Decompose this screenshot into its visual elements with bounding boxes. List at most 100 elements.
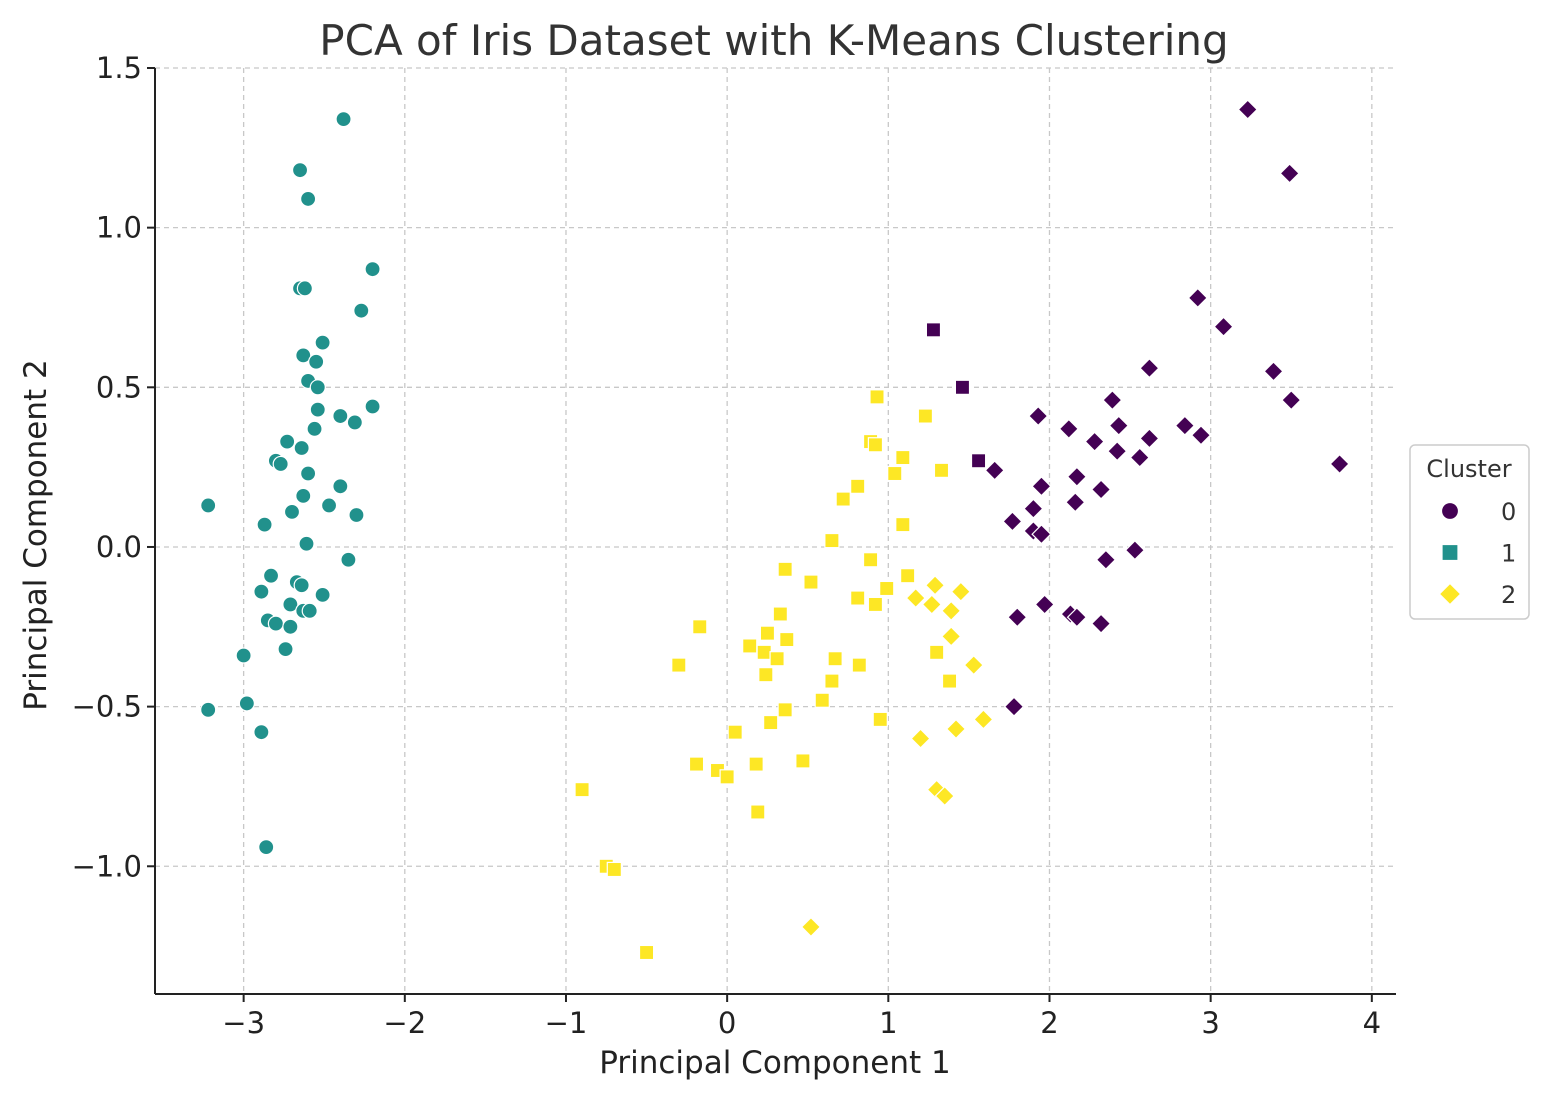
- data-point-cluster-2: [574, 781, 590, 798]
- data-point-cluster-1: [335, 110, 352, 128]
- data-point-cluster-2: [963, 654, 984, 676]
- legend-marker-0: [1440, 501, 1460, 521]
- data-point-cluster-1: [346, 414, 363, 431]
- data-point-cluster-0: [1095, 549, 1117, 570]
- data-point-cluster-2: [895, 449, 911, 466]
- data-point-cluster-0: [1058, 418, 1079, 439]
- data-point-cluster-2: [671, 657, 687, 673]
- data-point-cluster-1: [332, 478, 349, 495]
- data-point-cluster-2: [777, 702, 793, 718]
- y-tick-label: 0.5: [96, 370, 142, 404]
- data-point-cluster-0: [1065, 492, 1086, 513]
- data-point-cluster-0: [1279, 163, 1300, 184]
- data-point-cluster-0: [1237, 99, 1258, 120]
- y-axis-label: Principal Component 2: [18, 359, 54, 711]
- data-point-cluster-1: [320, 497, 338, 514]
- data-point-cluster-1: [282, 618, 299, 635]
- data-point-cluster-2: [950, 581, 971, 602]
- x-tick-label: −1: [545, 1006, 588, 1040]
- data-point-cluster-1: [256, 516, 273, 533]
- data-point-cluster-2: [750, 804, 766, 820]
- data-point-cluster-0: [1139, 358, 1160, 379]
- data-point-cluster-2: [941, 673, 958, 689]
- data-point-cluster-1: [282, 596, 299, 613]
- data-point-cluster-0: [925, 322, 942, 338]
- legend-frame: [1409, 444, 1530, 620]
- x-tick-label: 1: [879, 1006, 897, 1040]
- data-point-cluster-0: [1174, 415, 1196, 436]
- data-point-cluster-2: [606, 861, 622, 878]
- data-point-cluster-1: [272, 455, 289, 473]
- data-point-cluster-1: [309, 401, 326, 418]
- data-point-cluster-0: [1190, 425, 1212, 446]
- data-point-cluster-2: [850, 478, 866, 494]
- data-point-cluster-1: [258, 839, 275, 856]
- data-point-cluster-2: [772, 606, 788, 622]
- data-point-cluster-1: [200, 701, 217, 718]
- legend-marker-2: [1438, 582, 1462, 606]
- data-point-cluster-1: [267, 615, 284, 632]
- axes: [154, 68, 1396, 995]
- data-point-cluster-1: [308, 353, 325, 370]
- data-point-cluster-2: [941, 600, 962, 621]
- data-point-cluster-0: [1213, 316, 1234, 337]
- y-tick-label: 0.0: [96, 530, 142, 564]
- data-point-cluster-2: [924, 575, 946, 596]
- data-point-cluster-2: [926, 779, 947, 800]
- data-point-cluster-1: [293, 577, 310, 594]
- data-point-cluster-1: [200, 497, 217, 514]
- data-point-cluster-0: [1102, 389, 1123, 411]
- data-point-cluster-1: [295, 487, 312, 504]
- data-point-cluster-2: [759, 625, 776, 641]
- data-point-cluster-0: [1107, 441, 1128, 462]
- data-point-cluster-2: [688, 756, 705, 772]
- data-point-cluster-0: [1129, 447, 1150, 468]
- data-point-cluster-1: [298, 535, 315, 552]
- data-point-cluster-1: [332, 407, 349, 425]
- chart-title: PCA of Iris Dataset with K-Means Cluster…: [319, 16, 1228, 65]
- data-point-cluster-0: [954, 379, 971, 395]
- data-point-cluster-2: [945, 718, 967, 740]
- data-point-cluster-1: [340, 551, 357, 568]
- data-point-cluster-2: [869, 389, 885, 405]
- y-tick-label: −1.0: [72, 849, 142, 883]
- data-point-cluster-1: [253, 583, 270, 600]
- data-point-cluster-1: [314, 586, 331, 603]
- data-point-cluster-2: [748, 756, 764, 772]
- x-tick-label: 3: [1201, 1006, 1219, 1040]
- data-point-cluster-0: [1108, 415, 1129, 436]
- data-point-cluster-1: [283, 503, 301, 520]
- data-point-cluster-0: [1034, 594, 1055, 615]
- data-point-cluster-2: [742, 638, 758, 654]
- data-point-cluster-0: [970, 453, 987, 469]
- data-point-cluster-1: [306, 420, 323, 437]
- y-ticks: −1.0 −0.5 0.0 0.5 1.0 1.5: [72, 51, 155, 883]
- data-point-cluster-1: [364, 261, 381, 278]
- legend-label-0: 0: [1501, 498, 1516, 526]
- data-point-cluster-2: [827, 651, 843, 667]
- data-point-cluster-2: [905, 587, 926, 609]
- data-point-cluster-2: [758, 667, 774, 683]
- data-point-cluster-2: [851, 657, 867, 673]
- data-points: [200, 99, 1350, 961]
- x-tick-label: 0: [718, 1006, 736, 1040]
- data-point-cluster-2: [910, 728, 931, 749]
- data-point-cluster-1: [309, 379, 326, 396]
- data-point-cluster-0: [1090, 479, 1112, 500]
- data-point-cluster-1: [293, 439, 310, 457]
- data-point-cluster-2: [941, 626, 962, 647]
- data-point-cluster-2: [917, 408, 934, 424]
- data-point-cluster-2: [814, 692, 830, 708]
- y-tick-label: 1.0: [96, 211, 142, 245]
- legend-items: 0 1 2: [1438, 498, 1516, 609]
- data-point-cluster-2: [638, 944, 655, 961]
- data-point-cluster-2: [900, 568, 916, 584]
- data-point-cluster-2: [763, 714, 779, 731]
- data-point-cluster-2: [879, 580, 895, 597]
- data-point-cluster-0: [1124, 540, 1146, 561]
- data-point-cluster-0: [1187, 287, 1208, 309]
- x-tick-label: −2: [383, 1006, 426, 1040]
- legend-title: Cluster: [1426, 455, 1511, 483]
- data-point-cluster-1: [301, 602, 318, 619]
